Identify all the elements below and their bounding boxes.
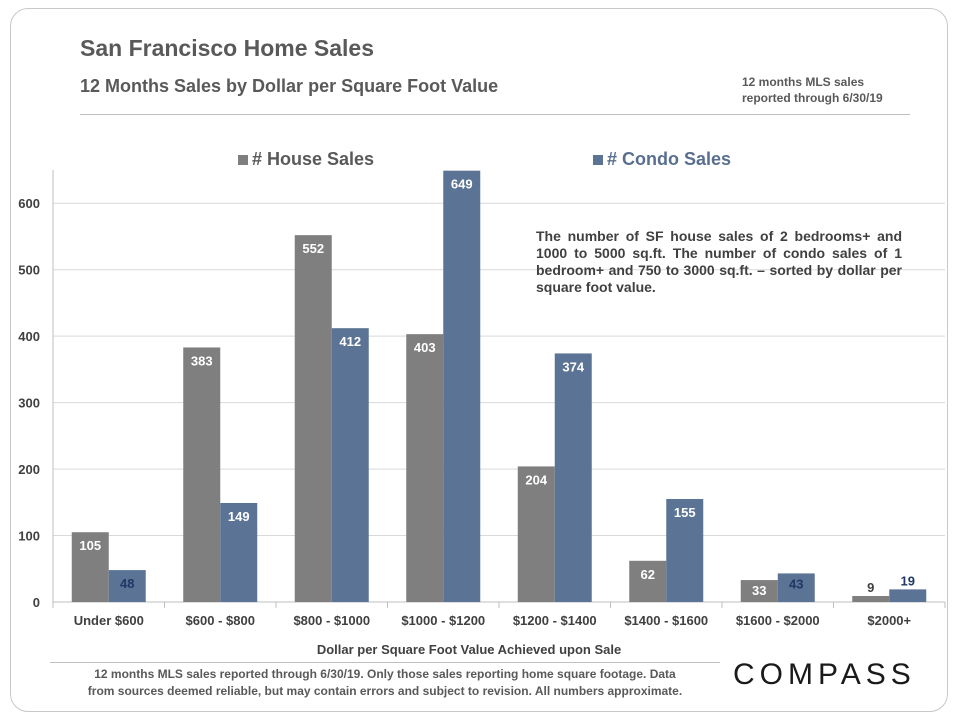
y-tick-label: 400 [18,329,40,344]
bar-condo [443,170,481,602]
compass-logo: COMPASS [733,658,916,691]
x-tick-label: $800 - $1000 [293,613,370,628]
data-label-condo: 19 [901,573,915,588]
bar-house [852,596,890,602]
x-tick-label: $600 - $800 [186,613,255,628]
y-tick-label: 100 [18,529,40,544]
y-tick-label: 0 [33,595,40,610]
bar-condo [108,570,146,602]
bar-condo [889,589,927,602]
bar-condo [220,502,258,602]
x-tick-label: $1600 - $2000 [736,613,820,628]
footer-line1: 12 months MLS sales reported through 6/3… [94,667,676,681]
bar-condo [666,498,704,602]
source-note: 12 months MLS sales reported through 6/3… [742,74,883,106]
source-note-line2: reported through 6/30/19 [742,91,883,105]
data-label-house: 204 [525,472,547,487]
data-label-condo: 412 [339,334,361,349]
data-label-house: 552 [302,241,324,256]
footer-note: 12 months MLS sales reported through 6/3… [50,666,720,700]
data-label-house: 62 [641,567,655,582]
data-label-condo: 149 [228,509,250,524]
chart-annotation: The number of SF house sales of 2 bedroo… [536,228,902,295]
header-divider [80,114,910,115]
data-label-house: 383 [191,353,213,368]
y-tick-label: 200 [18,462,40,477]
legend-item-house: # House Sales [238,149,374,170]
x-tick-label: $1400 - $1600 [624,613,708,628]
x-tick-label: Under $600 [74,613,144,628]
bar-condo [331,328,369,602]
x-tick-label: $2000+ [867,613,911,628]
data-label-house: 33 [752,583,766,598]
chart-title: San Francisco Home Sales [80,35,375,61]
y-tick-label: 500 [18,263,40,278]
bar-house [406,334,444,602]
bar-condo [777,573,815,602]
bar-house [517,466,555,602]
data-label-house: 9 [867,580,874,595]
footer-divider [50,662,720,663]
y-tick-label: 300 [18,396,40,411]
bar-house [740,580,778,602]
data-label-house: 403 [414,340,436,355]
bar-house [183,347,221,602]
data-label-condo: 43 [789,576,803,591]
footer-line2: from sources deemed reliable, but may co… [87,684,683,698]
x-axis-title: Dollar per Square Foot Value Achieved up… [317,642,621,657]
bar-condo [554,353,592,602]
legend-label-condo: # Condo Sales [607,149,732,169]
bar-house [71,532,109,602]
legend-swatch-house [238,154,248,165]
bar-house [629,560,667,602]
slide-frame [10,8,948,712]
y-tick-label: 600 [18,196,40,211]
data-label-condo: 48 [120,576,134,591]
chart-subtitle: 12 Months Sales by Dollar per Square Foo… [80,76,499,96]
data-label-condo: 649 [451,177,473,192]
x-tick-label: $1000 - $1200 [401,613,485,628]
x-tick-label: $1200 - $1400 [513,613,597,628]
legend-swatch-condo [593,154,603,165]
data-label-condo: 374 [562,359,584,374]
data-label-condo: 155 [674,505,696,520]
legend-label-house: # House Sales [252,149,375,169]
source-note-line1: 12 months MLS sales [742,75,865,89]
legend-item-condo: # Condo Sales [593,149,731,170]
bar-house [294,235,332,602]
data-label-house: 105 [79,538,101,553]
